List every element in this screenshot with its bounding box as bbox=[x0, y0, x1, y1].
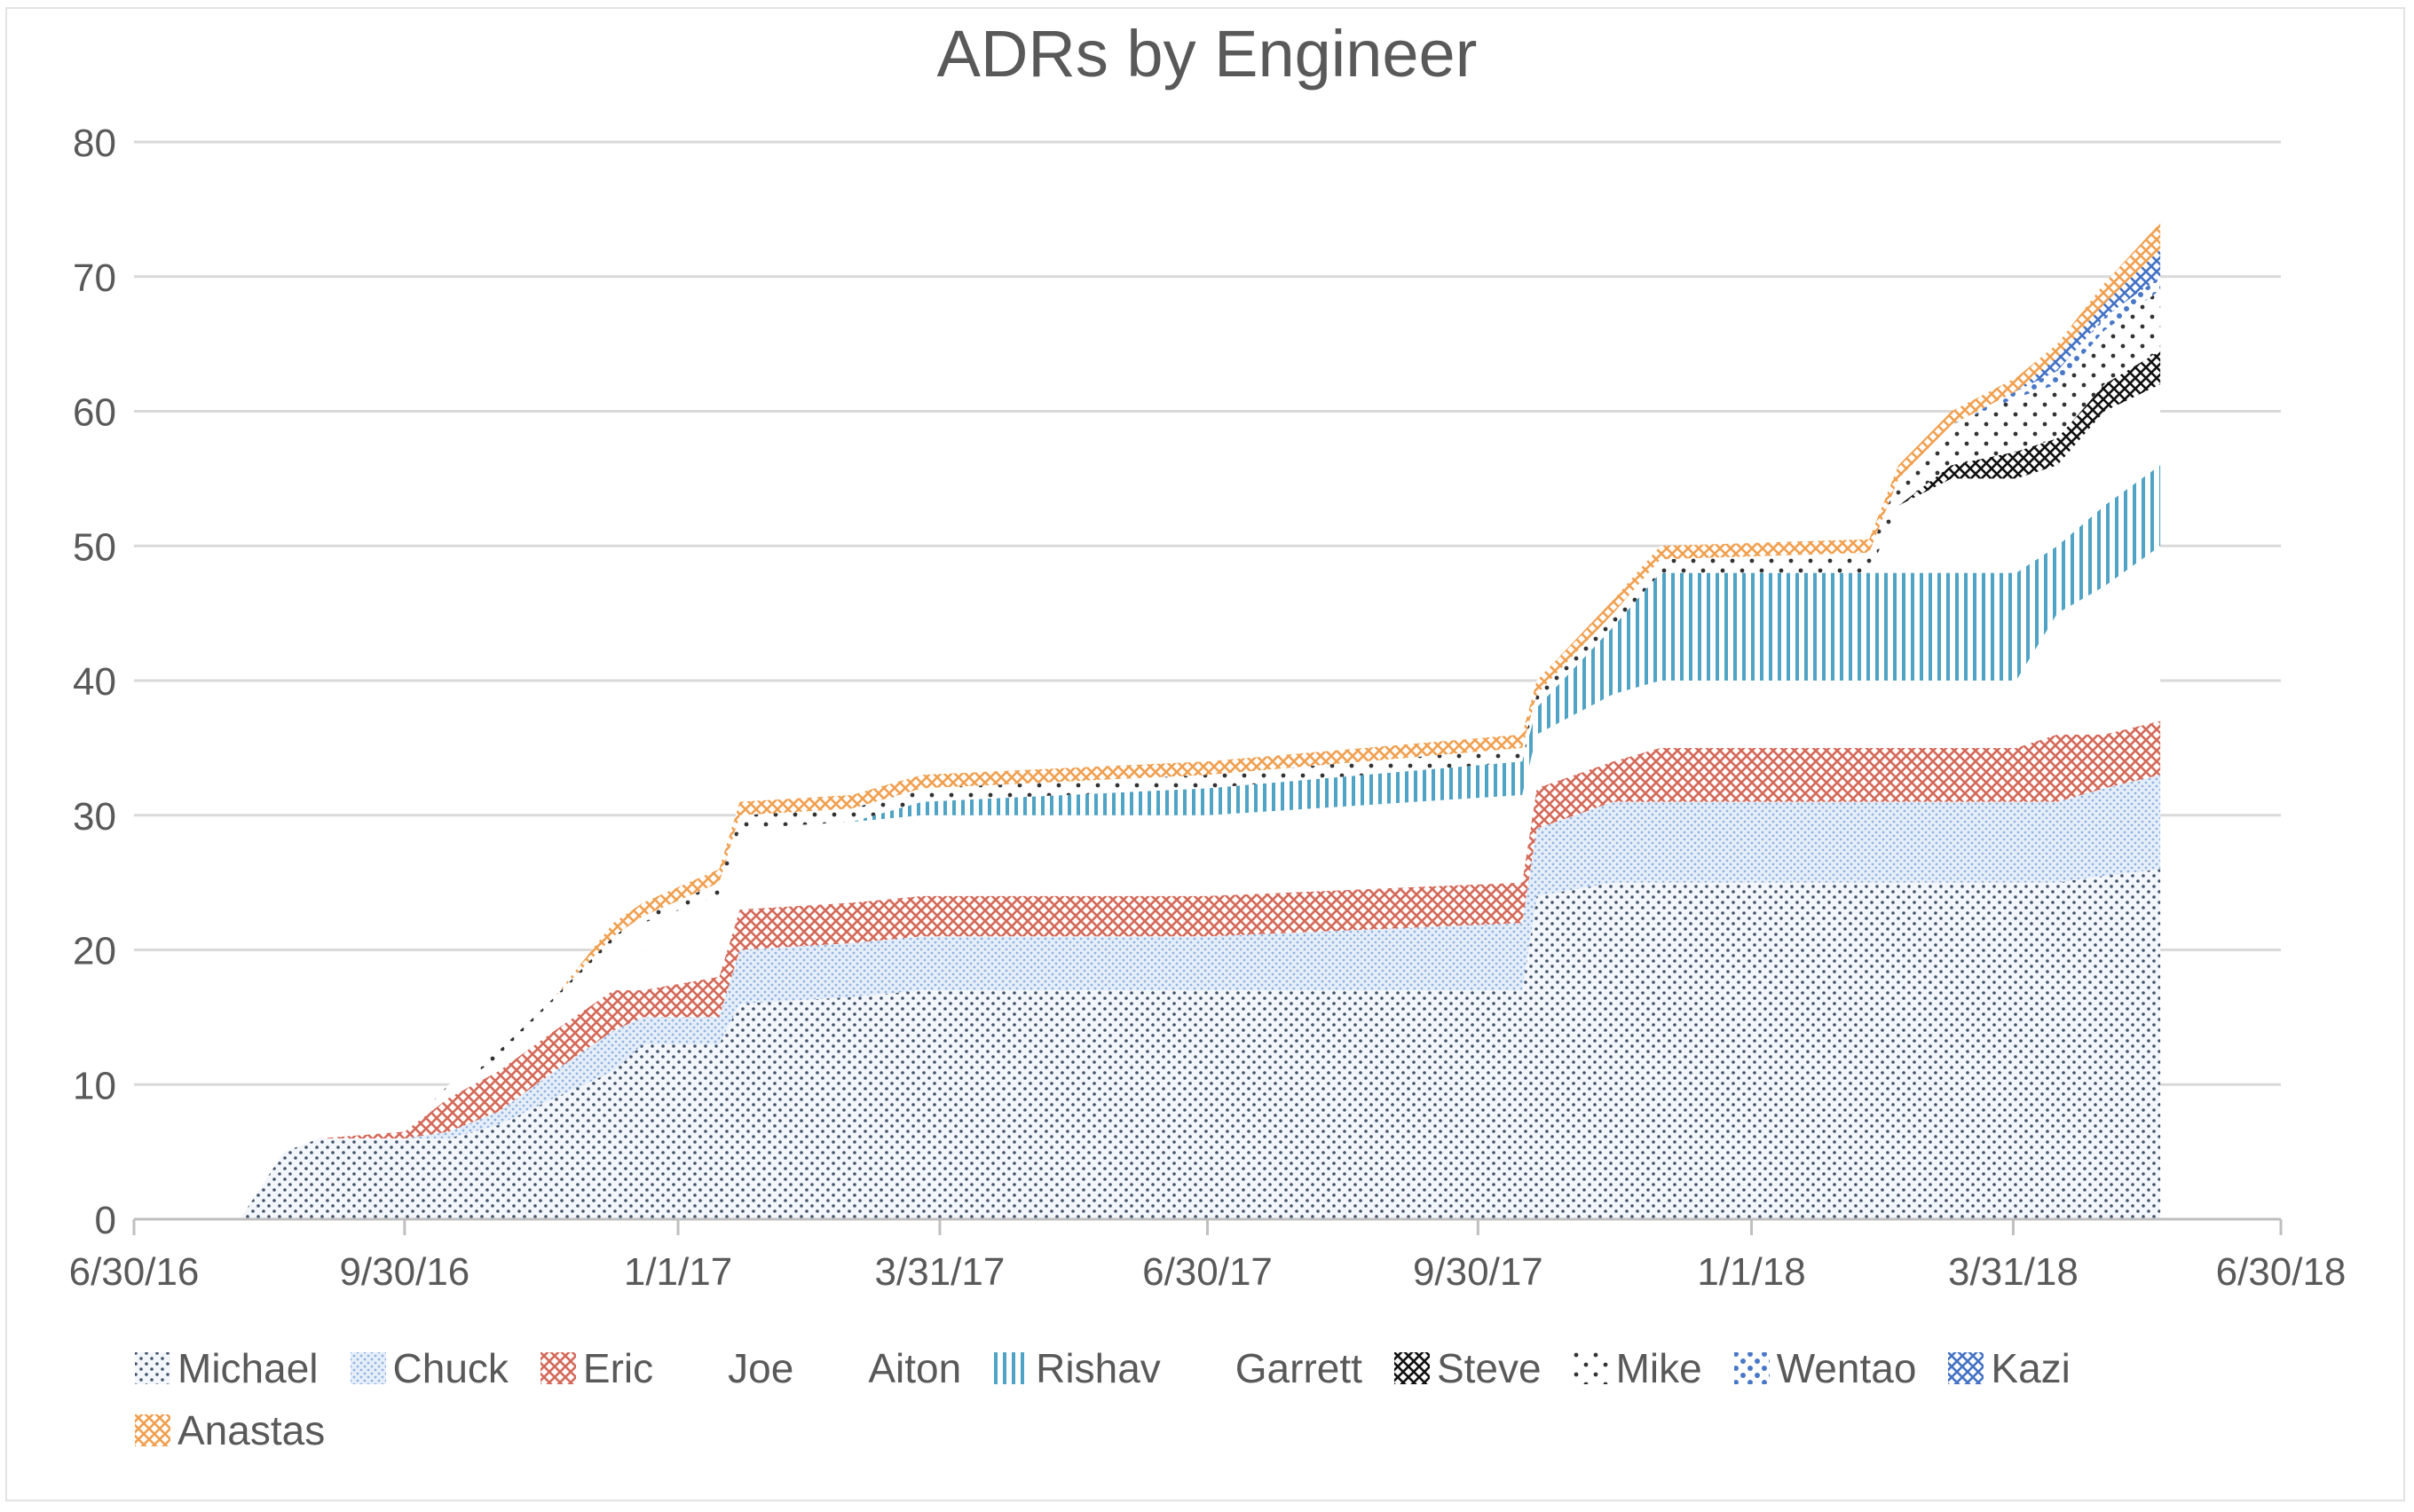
legend-swatch bbox=[1573, 1352, 1609, 1384]
area-aiton bbox=[240, 546, 2161, 1219]
legend-swatch bbox=[685, 1352, 722, 1384]
legend-item-joe: Joe bbox=[683, 1342, 793, 1395]
legend-item-wentao: Wentao bbox=[1732, 1342, 1917, 1395]
legend-item-rishav: Rishav bbox=[991, 1342, 1161, 1395]
area-series bbox=[240, 223, 2161, 1220]
legend-item-michael: Michael bbox=[133, 1342, 319, 1395]
legend-label: Steve bbox=[1436, 1345, 1542, 1391]
legend-label: Mike bbox=[1615, 1345, 1702, 1391]
legend-label: Kazi bbox=[1991, 1345, 2071, 1391]
legend-swatch bbox=[350, 1352, 386, 1384]
legend-label: Garrett bbox=[1235, 1345, 1362, 1391]
area-michael bbox=[240, 869, 2161, 1219]
area-rishav bbox=[240, 465, 2161, 1219]
legend-swatch bbox=[540, 1352, 576, 1384]
legend-item-mike: Mike bbox=[1572, 1342, 1702, 1395]
area-chuck bbox=[240, 775, 2161, 1219]
y-tick-label: 50 bbox=[73, 525, 116, 569]
x-tick-label: 3/31/17 bbox=[875, 1250, 1006, 1294]
y-tick-label: 20 bbox=[73, 930, 116, 973]
x-tick-label: 6/30/18 bbox=[2216, 1250, 2347, 1294]
y-tick-label: 70 bbox=[73, 256, 116, 300]
x-tick-label: 6/30/16 bbox=[69, 1250, 200, 1294]
legend-swatch bbox=[993, 1352, 1030, 1384]
legend-label: Anastas bbox=[178, 1407, 326, 1453]
legend-item-kazi: Kazi bbox=[1946, 1342, 2071, 1395]
legend-item-anastas: Anastas bbox=[133, 1404, 325, 1457]
legend: Michael Chuck Eric Joe Aiton Rishav Garrett Ste… bbox=[133, 1342, 2299, 1457]
legend-label: Joe bbox=[728, 1345, 794, 1391]
legend-label: Michael bbox=[178, 1345, 319, 1391]
legend-swatch bbox=[1948, 1352, 1984, 1384]
legend-label: Rishav bbox=[1036, 1345, 1161, 1391]
legend-item-eric: Eric bbox=[539, 1342, 653, 1395]
x-tick-label: 1/1/17 bbox=[624, 1250, 732, 1294]
x-tick-label: 9/30/17 bbox=[1413, 1250, 1543, 1294]
chart-title: ADRs by Engineer bbox=[936, 17, 1478, 91]
y-tick-label: 0 bbox=[95, 1199, 116, 1242]
y-tick-label: 60 bbox=[73, 391, 116, 435]
legend-swatch bbox=[1733, 1352, 1770, 1384]
legend-item-steve: Steve bbox=[1392, 1342, 1542, 1395]
legend-swatch bbox=[135, 1352, 170, 1384]
legend-label: Chuck bbox=[392, 1345, 509, 1391]
legend-label: Aiton bbox=[868, 1345, 962, 1391]
y-tick-label: 80 bbox=[73, 122, 116, 165]
legend-label: Wentao bbox=[1776, 1345, 1917, 1391]
legend-item-garrett: Garrett bbox=[1191, 1342, 1362, 1395]
axes: 0 10 20 30 40 50 60 70 80 6/30/16 9/30/16 1/1/17 3/3… bbox=[69, 122, 2347, 1294]
legend-item-aiton: Aiton bbox=[824, 1342, 961, 1395]
x-tick-label: 9/30/16 bbox=[339, 1250, 469, 1294]
y-tick-label: 40 bbox=[73, 660, 116, 704]
legend-item-chuck: Chuck bbox=[349, 1342, 509, 1395]
chart-frame bbox=[5, 7, 2405, 1501]
legend-swatch bbox=[135, 1414, 170, 1446]
legend-swatch bbox=[1393, 1352, 1430, 1384]
y-tick-label: 10 bbox=[73, 1064, 116, 1107]
x-tick-label: 3/31/18 bbox=[1948, 1250, 2079, 1294]
x-tick-label: 6/30/17 bbox=[1142, 1250, 1273, 1294]
y-tick-label: 30 bbox=[73, 795, 116, 839]
area-eric bbox=[240, 721, 2161, 1219]
legend-swatch bbox=[1192, 1352, 1228, 1384]
x-tick-label: 1/1/18 bbox=[1697, 1250, 1805, 1294]
legend-label: Eric bbox=[582, 1345, 654, 1391]
legend-swatch bbox=[825, 1352, 862, 1384]
